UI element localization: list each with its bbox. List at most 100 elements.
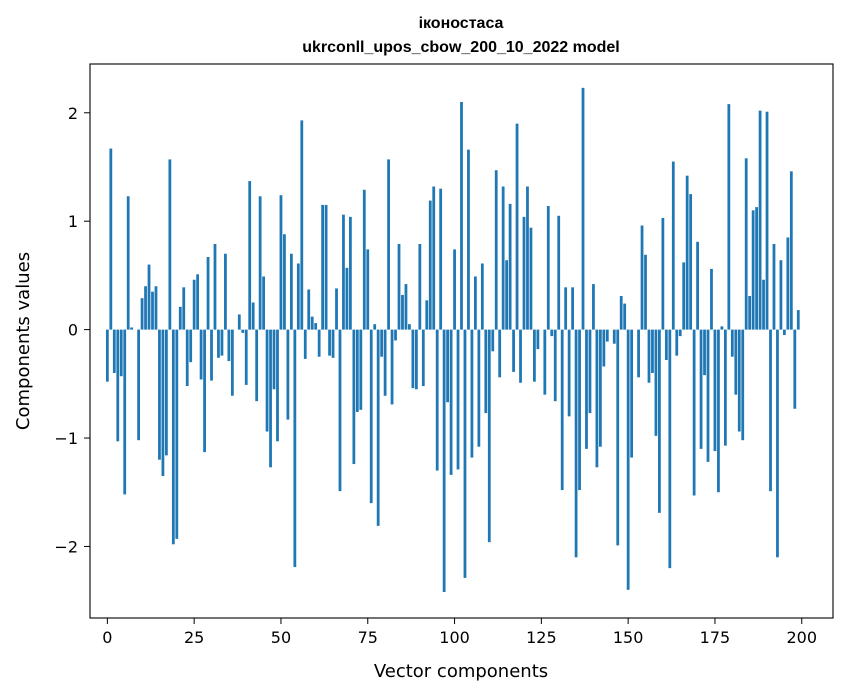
x-tick-label: 50: [271, 628, 291, 647]
bar-85: [401, 294, 404, 330]
bar-80: [383, 329, 387, 396]
bar-67: [338, 329, 342, 492]
y-axis-label: Components values: [13, 252, 34, 430]
bar-75: [366, 249, 370, 330]
bar-187: [755, 207, 759, 330]
bar-108: [480, 263, 484, 330]
bar-9: [137, 329, 140, 441]
bar-106: [474, 276, 477, 330]
bar-46: [265, 329, 269, 432]
bar-21: [178, 306, 182, 330]
bar-153: [637, 329, 640, 378]
bar-157: [651, 329, 654, 373]
bar-196: [786, 237, 790, 330]
bar-112: [494, 170, 498, 330]
bar-170: [696, 241, 699, 330]
bar-62: [321, 204, 325, 330]
bar-51: [283, 234, 286, 330]
bar-176: [717, 329, 720, 493]
bar-70: [349, 216, 352, 330]
bar-69: [345, 267, 349, 330]
bar-86: [404, 284, 408, 330]
bar-24: [189, 329, 193, 363]
bar-90: [418, 243, 422, 330]
bar-74: [362, 189, 366, 330]
bar-41: [248, 181, 252, 330]
x-tick-label: 175: [700, 628, 731, 647]
bar-184: [744, 158, 748, 330]
bar-0: [105, 329, 109, 382]
bar-98: [446, 329, 449, 403]
bar-87: [408, 324, 411, 330]
bar-53: [289, 253, 293, 330]
bar-188: [758, 110, 762, 330]
bar-45: [262, 276, 265, 330]
y-tick-label: 1: [68, 212, 78, 231]
bar-116: [508, 203, 512, 330]
bar-39: [241, 329, 245, 333]
bars-group: [105, 87, 800, 592]
bar-192: [772, 243, 776, 330]
bar-91: [421, 329, 425, 386]
bar-183: [741, 329, 745, 441]
bar-120: [522, 216, 526, 330]
bar-173: [706, 329, 710, 462]
bar-94: [432, 186, 436, 330]
bar-190: [765, 111, 769, 330]
bar-101: [456, 329, 460, 470]
bar-93: [428, 200, 432, 330]
bar-129: [553, 329, 557, 402]
bar-73: [359, 329, 363, 410]
bar-179: [727, 104, 731, 330]
chart-subtitle: ukrconll_upos_cbow_200_10_2022 model: [302, 39, 619, 56]
bar-135: [574, 329, 578, 558]
bar-111: [491, 329, 495, 352]
bar-126: [543, 329, 547, 395]
bar-168: [689, 194, 693, 330]
bar-10: [140, 298, 144, 330]
bar-165: [678, 329, 682, 337]
bar-35: [227, 329, 231, 362]
bar-20: [175, 329, 179, 539]
bar-121: [526, 186, 529, 330]
bar-19: [171, 329, 175, 545]
bar-105: [470, 329, 474, 458]
bar-81: [387, 159, 390, 330]
bar-144: [605, 329, 609, 342]
bar-134: [571, 287, 574, 330]
bar-198: [793, 329, 797, 409]
bar-114: [501, 186, 505, 330]
bar-155: [644, 254, 647, 330]
bar-61: [317, 329, 321, 357]
bar-59: [310, 316, 314, 330]
bar-133: [567, 329, 571, 417]
bar-33: [220, 329, 224, 356]
x-tick-label: 150: [613, 628, 644, 647]
bar-147: [616, 329, 620, 546]
bar-102: [460, 101, 463, 330]
bar-88: [411, 329, 415, 389]
bar-58: [307, 289, 311, 330]
bar-23: [185, 329, 189, 386]
bar-14: [154, 286, 158, 330]
bar-99: [449, 329, 453, 475]
bar-3: [116, 329, 120, 442]
bar-174: [710, 268, 713, 330]
bar-71: [352, 329, 356, 465]
bar-92: [425, 300, 429, 330]
bar-140: [592, 284, 595, 330]
bar-199: [796, 310, 800, 330]
bar-6: [126, 196, 130, 330]
bar-154: [640, 225, 644, 330]
bar-113: [498, 329, 502, 378]
bar-136: [578, 329, 581, 491]
bar-156: [647, 329, 651, 383]
bar-50: [279, 195, 283, 330]
bar-167: [685, 175, 689, 330]
bar-104: [467, 149, 470, 330]
bar-76: [369, 329, 373, 504]
bar-55: [296, 263, 300, 330]
bar-160: [661, 217, 665, 330]
bar-64: [328, 329, 331, 356]
